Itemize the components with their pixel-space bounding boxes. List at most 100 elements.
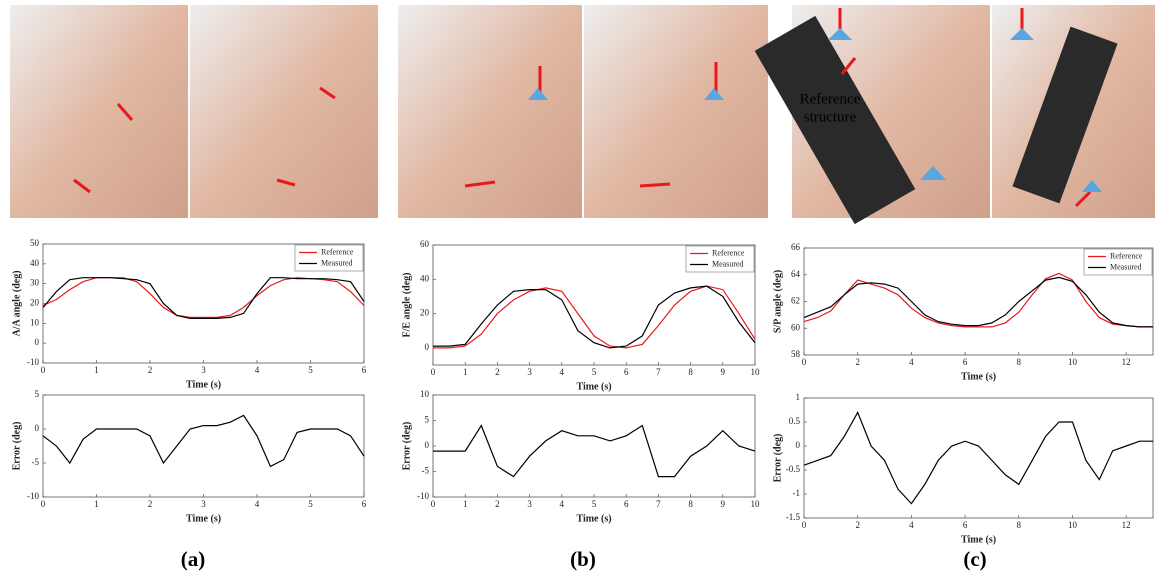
x-axis-label: Time (s) <box>576 513 611 524</box>
y-tick-label: 40 <box>30 258 40 268</box>
x-tick-label: 4 <box>560 367 565 377</box>
x-tick-label: 1 <box>463 499 468 509</box>
x-tick-label: 6 <box>362 365 367 375</box>
y-tick-label: 50 <box>30 238 40 248</box>
y-tick-label: 20 <box>420 308 430 318</box>
x-tick-label: 9 <box>721 367 726 377</box>
x-tick-label: 7 <box>656 499 661 509</box>
x-tick-label: 6 <box>624 367 629 377</box>
photo <box>190 5 378 218</box>
y-tick-label: 40 <box>420 273 430 283</box>
panel-label: (c) <box>963 547 986 571</box>
y-tick-label: 58 <box>791 349 801 359</box>
y-tick-label: -5 <box>32 457 40 467</box>
y-tick-label: 0 <box>425 342 430 352</box>
x-tick-label: 10 <box>751 367 761 377</box>
x-tick-label: 12 <box>1122 520 1131 530</box>
x-tick-label: 1 <box>463 367 468 377</box>
y-tick-label: -10 <box>27 357 39 367</box>
y-tick-label: 60 <box>791 322 801 332</box>
x-tick-label: 2 <box>855 357 860 367</box>
x-tick-label: 5 <box>592 499 597 509</box>
y-tick-label: 0 <box>35 337 40 347</box>
x-tick-label: 0 <box>431 367 436 377</box>
y-tick-label: 62 <box>791 296 800 306</box>
legend-label: Measured <box>321 258 353 267</box>
y-tick-label: 10 <box>30 317 40 327</box>
y-tick-label: 60 <box>420 239 430 249</box>
y-axis-label: S/P angle (deg) <box>772 270 783 333</box>
legend-label: Measured <box>712 259 744 268</box>
y-tick-label: 0 <box>425 440 430 450</box>
y-axis-label: Error (deg) <box>401 422 412 471</box>
plot-frame <box>43 395 364 497</box>
y-tick-label: 10 <box>420 389 430 399</box>
x-tick-label: 7 <box>656 367 661 377</box>
panel-label: (a) <box>181 547 206 571</box>
x-tick-label: 10 <box>1068 357 1078 367</box>
y-tick-label: -10 <box>27 491 39 501</box>
x-tick-label: 8 <box>688 499 693 509</box>
x-tick-label: 6 <box>963 357 968 367</box>
legend-label: Measured <box>1110 262 1142 271</box>
y-tick-label: -5 <box>422 466 430 476</box>
y-tick-label: 5 <box>35 389 40 399</box>
x-tick-label: 4 <box>909 357 914 367</box>
x-tick-label: 1 <box>94 499 99 509</box>
x-tick-label: 0 <box>41 365 46 375</box>
y-axis-label: Error (deg) <box>11 422 22 471</box>
photo <box>584 5 768 218</box>
x-tick-label: 6 <box>624 499 629 509</box>
x-tick-label: 12 <box>1122 357 1131 367</box>
x-tick-label: 2 <box>148 365 153 375</box>
panel-label: (b) <box>570 547 596 571</box>
x-tick-label: 8 <box>688 367 693 377</box>
x-tick-label: 3 <box>201 365 206 375</box>
x-tick-label: 3 <box>527 499 532 509</box>
x-tick-label: 2 <box>855 520 860 530</box>
annotation: structure <box>804 109 857 125</box>
x-tick-label: 6 <box>362 499 367 509</box>
x-tick-label: 5 <box>308 499 313 509</box>
x-tick-label: 0 <box>41 499 46 509</box>
x-tick-label: 10 <box>1068 520 1078 530</box>
x-tick-label: 10 <box>751 499 761 509</box>
x-tick-label: 2 <box>495 367 500 377</box>
y-tick-label: 0.5 <box>789 416 801 426</box>
x-tick-label: 6 <box>963 520 968 530</box>
photo <box>398 5 582 218</box>
x-tick-label: 8 <box>1017 520 1022 530</box>
x-tick-label: 8 <box>1017 357 1022 367</box>
y-tick-label: 66 <box>791 242 801 252</box>
x-tick-label: 0 <box>431 499 436 509</box>
x-axis-label: Time (s) <box>576 381 611 392</box>
y-tick-label: 20 <box>30 298 40 308</box>
x-tick-label: 4 <box>560 499 565 509</box>
x-tick-label: 4 <box>255 365 260 375</box>
legend-label: Reference <box>712 248 745 257</box>
legend-label: Reference <box>321 247 354 256</box>
x-tick-label: 4 <box>255 499 260 509</box>
x-tick-label: 2 <box>148 499 153 509</box>
x-tick-label: 5 <box>592 367 597 377</box>
x-axis-label: Time (s) <box>961 371 996 382</box>
x-tick-label: 3 <box>527 367 532 377</box>
y-tick-label: -0.5 <box>786 464 801 474</box>
x-axis-label: Time (s) <box>961 534 996 545</box>
x-tick-label: 0 <box>802 357 807 367</box>
y-tick-label: 64 <box>791 269 801 279</box>
x-axis-label: Time (s) <box>186 513 221 524</box>
y-axis-label: Error (deg) <box>772 434 783 483</box>
y-tick-label: -10 <box>417 491 429 501</box>
x-tick-label: 9 <box>721 499 726 509</box>
figure: Reference structure (a) (b) (c) 0123456-… <box>0 0 1155 574</box>
y-tick-label: -1.5 <box>786 512 801 522</box>
x-axis-label: Time (s) <box>186 379 221 390</box>
legend-label: Reference <box>1110 251 1143 260</box>
y-tick-label: 5 <box>425 415 430 425</box>
x-tick-label: 0 <box>802 520 807 530</box>
x-tick-label: 3 <box>201 499 206 509</box>
y-tick-label: 0 <box>35 423 40 433</box>
y-tick-label: 30 <box>30 278 40 288</box>
photo <box>10 5 188 218</box>
